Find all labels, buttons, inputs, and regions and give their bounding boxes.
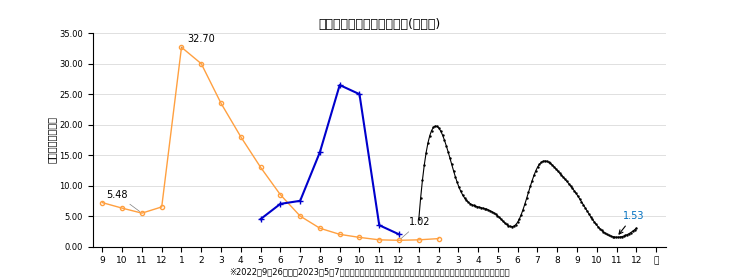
Text: ※2022年9月26日から2023年5月7日までの全数報告のデータを元に定点当たり報告数を推計し算出しました。: ※2022年9月26日から2023年5月7日までの全数報告のデータを元に定点当た… bbox=[229, 267, 511, 276]
Text: 5.48: 5.48 bbox=[107, 190, 140, 211]
Title: 新型コロナウイルス感染症(埼玉県): 新型コロナウイルス感染症(埼玉県) bbox=[318, 18, 440, 31]
Y-axis label: 定点当たり報告数: 定点当たり報告数 bbox=[46, 116, 56, 163]
Text: 1.53: 1.53 bbox=[619, 211, 644, 234]
Text: 1.02: 1.02 bbox=[401, 217, 431, 238]
Text: 32.70: 32.70 bbox=[181, 34, 215, 47]
